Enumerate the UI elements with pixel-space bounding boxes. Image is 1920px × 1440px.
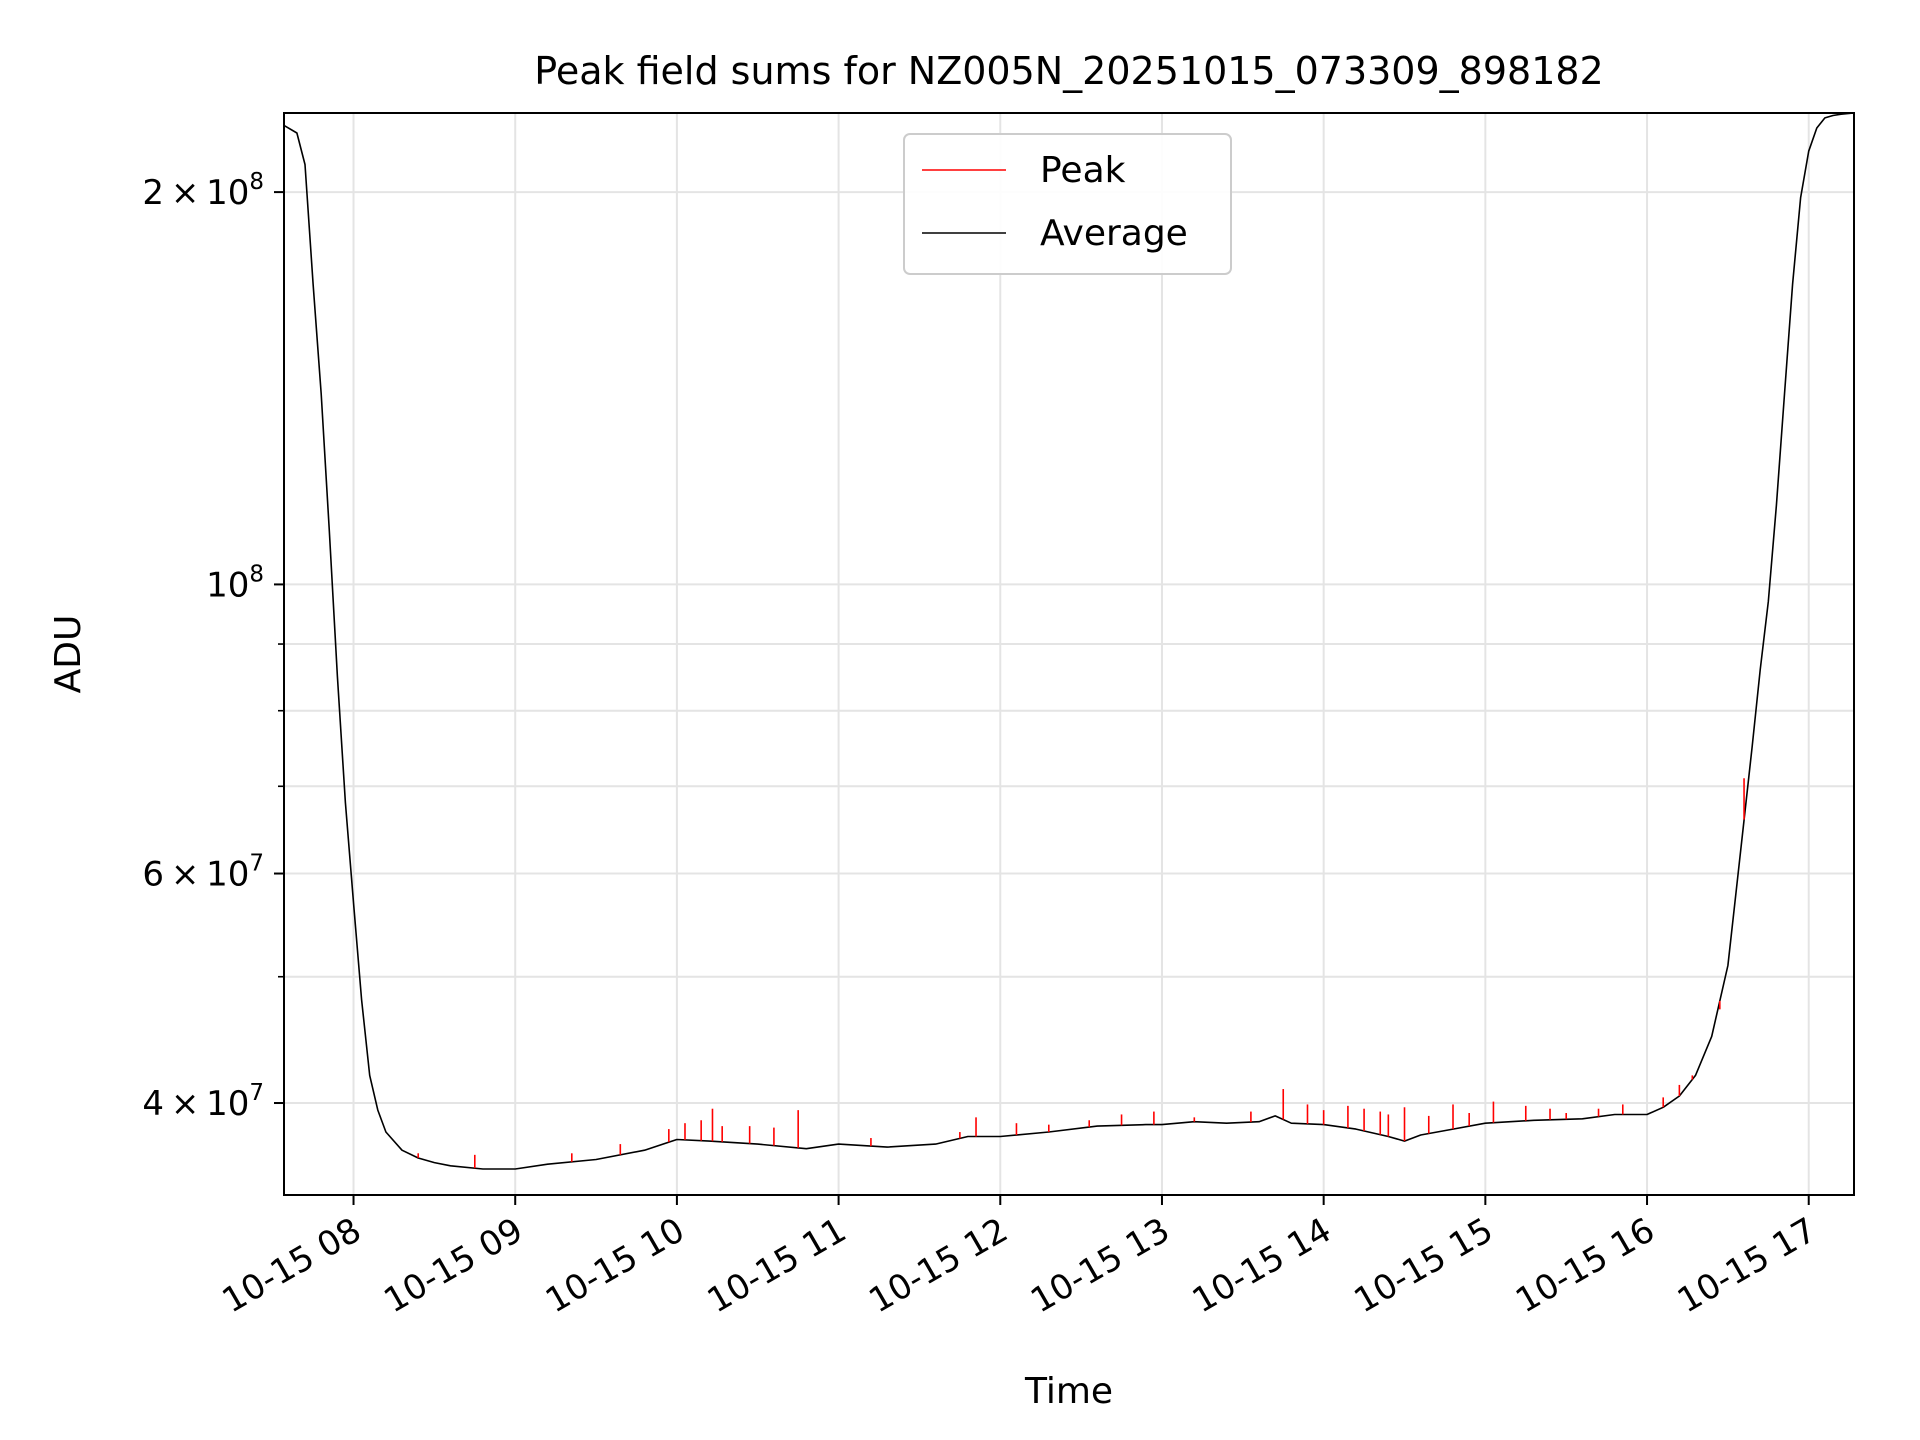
y-axis: 2 × 108 108 6 × 107 4 × 107 xyxy=(142,169,284,1124)
chart-title: Peak field sums for NZ005N_20251015_0733… xyxy=(534,49,1603,93)
series-layer xyxy=(284,113,1854,1170)
legend-box xyxy=(903,133,1232,275)
y-tick-label: 2 × 108 xyxy=(142,169,264,213)
x-axis-label: Time xyxy=(1024,1371,1113,1412)
y-tick-label: 4 × 107 xyxy=(142,1080,264,1124)
y-tick-label: 108 xyxy=(206,561,264,605)
y-tick-label: 6 × 107 xyxy=(142,851,264,895)
y-axis-label: ADU xyxy=(48,615,89,694)
legend-average-label: Average xyxy=(1040,213,1188,254)
legend-peak-label: Peak xyxy=(1040,150,1126,191)
plot-frame xyxy=(283,112,1855,1196)
legend: Peak Average xyxy=(903,133,1232,275)
